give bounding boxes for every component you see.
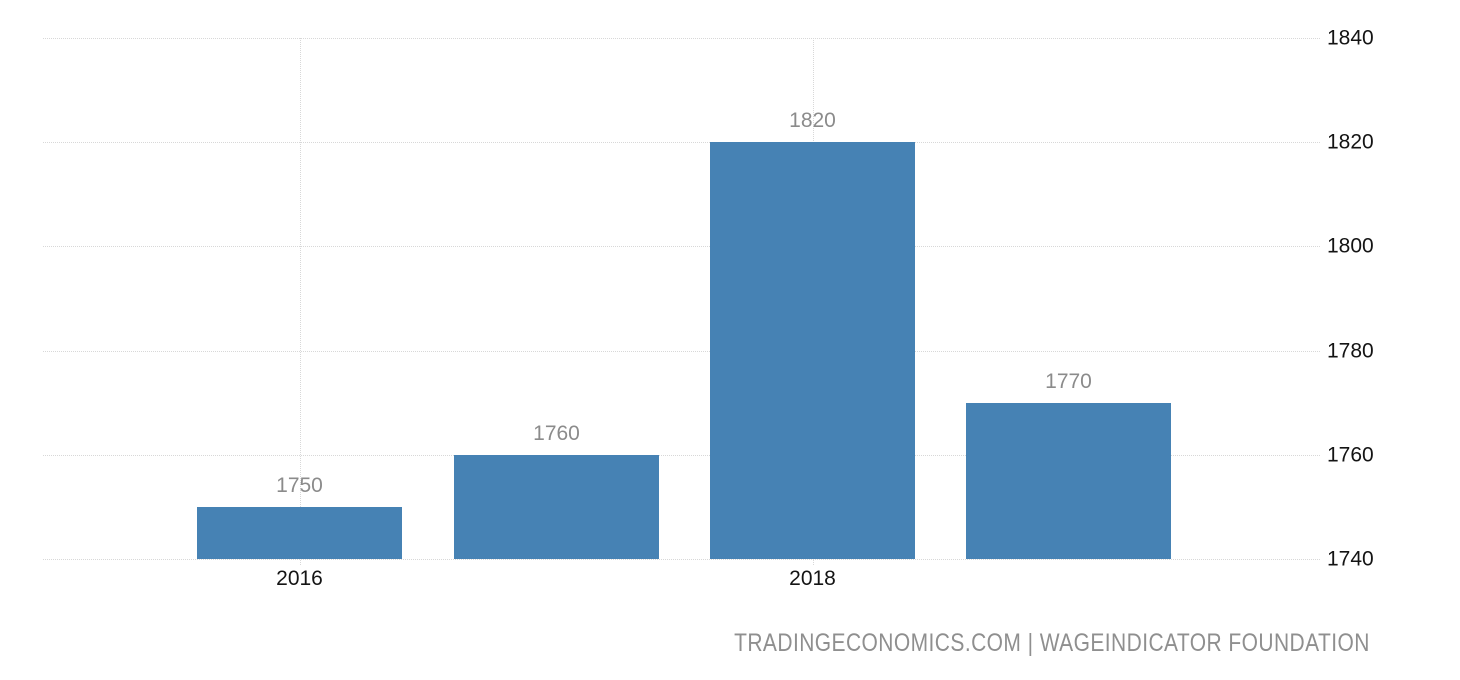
- bar-value-label: 1750: [276, 473, 323, 497]
- y-gridline: [43, 350, 1320, 352]
- bar-2019[interactable]: [966, 402, 1171, 559]
- bar-2016[interactable]: [197, 506, 402, 559]
- y-axis-tick-label: 1780: [1327, 339, 1374, 363]
- y-gridline: [43, 559, 1320, 560]
- y-axis-tick-label: 1800: [1327, 234, 1374, 258]
- x-axis-tick-label: 2018: [789, 567, 836, 590]
- y-axis-tick-label: 1760: [1327, 443, 1374, 467]
- y-gridline: [43, 38, 1320, 39]
- bar-2017[interactable]: [454, 454, 659, 559]
- y-gridline: [43, 142, 1320, 144]
- bar-value-label: 1770: [1045, 369, 1092, 393]
- bar-value-label: 1820: [789, 109, 836, 133]
- y-gridline: [43, 454, 1320, 456]
- y-axis-tick-label: 1820: [1327, 130, 1374, 154]
- bar-2018[interactable]: [710, 142, 915, 559]
- attribution-watermark: TRADINGECONOMICS.COM | WAGEINDICATOR FOU…: [734, 629, 1370, 657]
- x-gridline: [299, 38, 301, 565]
- y-gridline: [43, 246, 1320, 248]
- bar-value-label: 1760: [533, 421, 580, 445]
- y-axis-tick-label: 1840: [1327, 26, 1374, 50]
- x-axis-tick-label: 2016: [276, 567, 323, 590]
- y-axis-tick-label: 1740: [1327, 547, 1374, 571]
